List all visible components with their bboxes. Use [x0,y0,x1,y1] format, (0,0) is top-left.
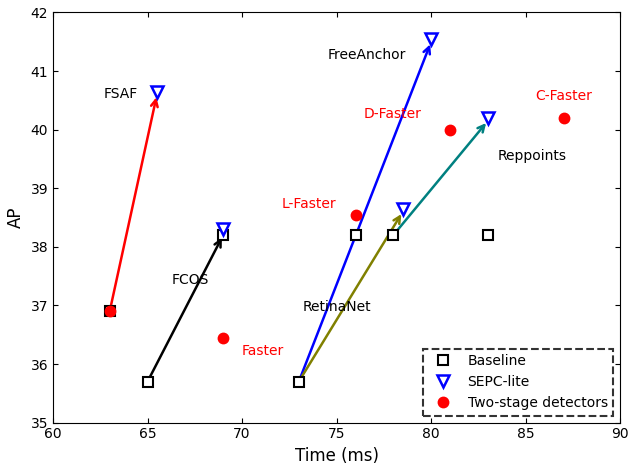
Text: Faster: Faster [242,344,284,357]
Text: FreeAnchor: FreeAnchor [327,48,406,62]
Text: C-Faster: C-Faster [535,89,592,103]
Text: Reppoints: Reppoints [497,149,566,163]
Legend: Baseline, SEPC-lite, Two-stage detectors: Baseline, SEPC-lite, Two-stage detectors [423,349,613,416]
Text: D-Faster: D-Faster [364,107,422,121]
Text: L-Faster: L-Faster [282,197,336,211]
Y-axis label: AP: AP [7,207,25,228]
Text: RetinaNet: RetinaNet [303,300,371,313]
Text: FCOS: FCOS [172,273,209,287]
Text: FSAF: FSAF [104,87,138,101]
X-axis label: Time (ms): Time (ms) [294,447,378,465]
